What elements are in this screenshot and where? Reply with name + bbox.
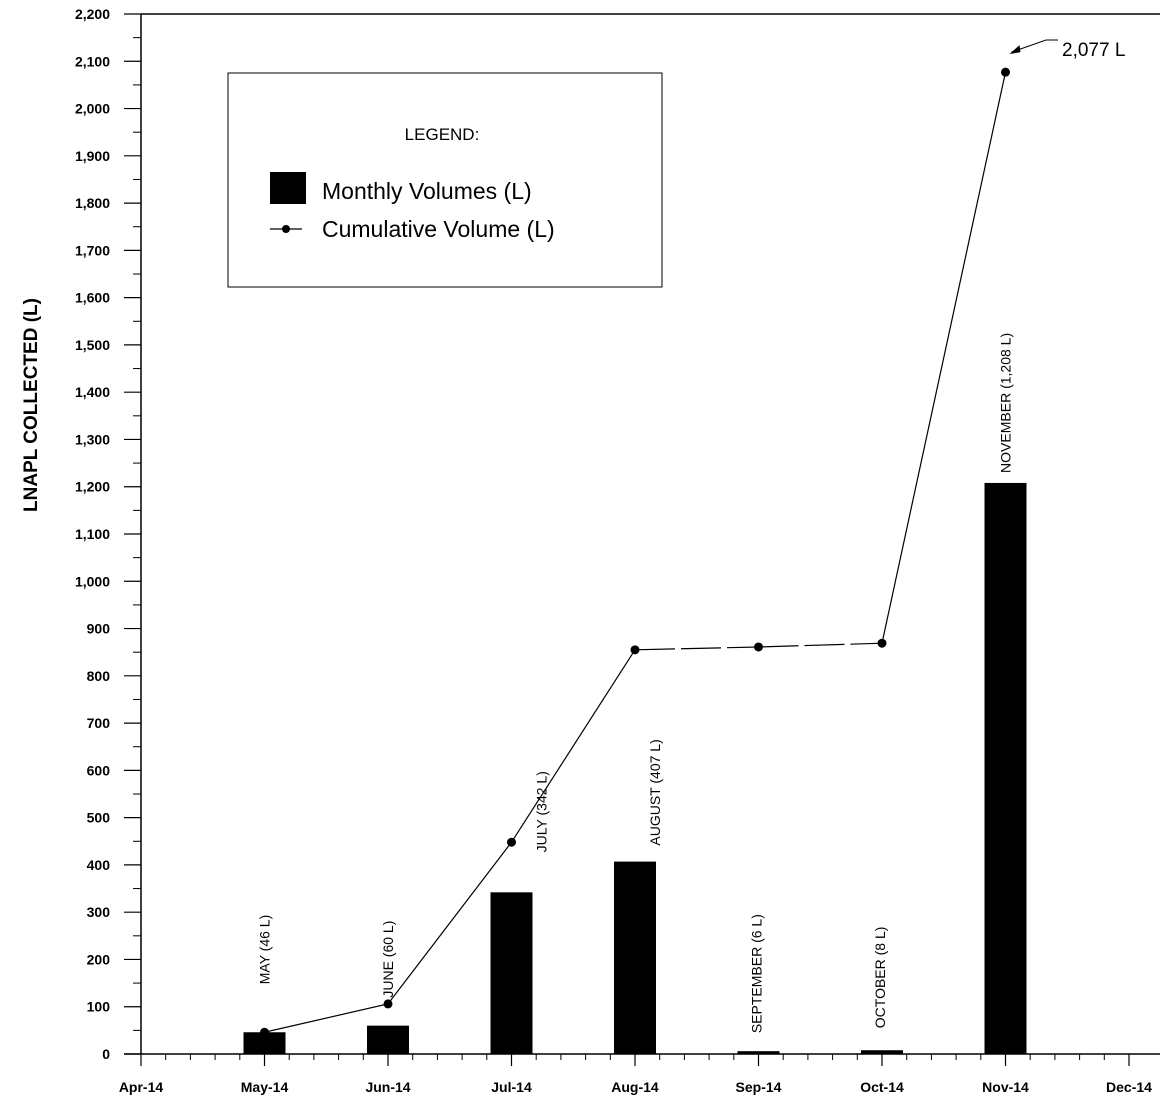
bar-label: MAY (46 L)	[257, 915, 273, 985]
y-tick-label: 1,000	[75, 573, 110, 589]
cumulative-point	[1001, 67, 1010, 77]
bar-sep-14	[737, 1051, 780, 1054]
bar-label: SEPTEMBER (6 L)	[749, 914, 765, 1033]
cumulative-point	[754, 642, 763, 652]
bar-oct-14	[861, 1050, 903, 1054]
cumulative-point	[260, 1027, 269, 1037]
y-tick-label: 900	[87, 621, 111, 637]
y-tick-label: 1,500	[75, 337, 110, 353]
y-tick-label: 1,400	[75, 384, 110, 400]
legend-bar-swatch	[270, 172, 306, 204]
legend-cumulative-volume: Cumulative Volume (L)	[322, 216, 555, 242]
cumulative-volume-line	[260, 67, 1010, 1037]
y-axis-ticks: 0 100 200 300 400 500 600 700 800 900 1,000 1,100 1,…	[75, 6, 141, 1062]
y-tick-label: 1,600	[75, 290, 110, 306]
x-tick-label: Jul-14	[491, 1079, 532, 1095]
bar-may-14	[243, 1032, 286, 1054]
x-tick-label: Sep-14	[736, 1079, 782, 1095]
cumulative-segment	[758, 642, 883, 648]
y-axis-label: LNAPL COLLECTED (L)	[21, 298, 42, 512]
legend-monthly-volumes: Monthly Volumes (L)	[322, 178, 532, 204]
x-tick-label: Apr-14	[119, 1079, 164, 1095]
cumulative-segment	[387, 841, 512, 1005]
bar-jul-14	[490, 892, 533, 1054]
bar-label: NOVEMBER (1,208 L)	[998, 333, 1014, 473]
x-tick-label: Dec-14	[1106, 1079, 1152, 1095]
cumulative-segment	[510, 649, 636, 843]
cumulative-point	[507, 837, 516, 847]
cumulative-segment	[881, 72, 1007, 644]
y-tick-label: 200	[87, 951, 111, 967]
cumulative-segment	[264, 1003, 389, 1033]
x-tick-label: Jun-14	[365, 1079, 410, 1095]
y-tick-label: 300	[87, 904, 111, 920]
y-tick-label: 1,700	[75, 242, 110, 258]
bar-label: OCTOBER (8 L)	[872, 927, 888, 1029]
x-axis-ticks: Apr-14 May-14 Jun-14 Jul-14 Aug-14 Sep-14 Oct-…	[119, 1054, 1152, 1095]
x-tick-label: May-14	[241, 1079, 289, 1095]
bar-jun-14	[367, 1025, 409, 1054]
y-tick-label: 700	[87, 715, 111, 731]
bar-label: AUGUST (407 L)	[647, 739, 663, 845]
annotation-arrowhead	[1009, 45, 1021, 55]
bar-label: JULY (342 L)	[534, 771, 550, 852]
y-tick-label: 400	[87, 857, 111, 873]
y-tick-label: 500	[87, 810, 111, 826]
bar-nov-14	[984, 482, 1027, 1055]
y-tick-label: 100	[87, 999, 111, 1015]
bar-aug-14	[614, 861, 656, 1054]
cumulative-point	[877, 638, 887, 648]
annotation-leader	[1011, 39, 1058, 53]
chart-axes	[124, 13, 1160, 1055]
y-tick-label: 1,100	[75, 526, 110, 542]
y-tick-label: 1,200	[75, 479, 110, 495]
y-tick-label: 2,100	[75, 53, 110, 69]
y-tick-label: 1,300	[75, 431, 110, 447]
y-tick-label: 1,800	[75, 195, 110, 211]
y-tick-label: 600	[87, 762, 111, 778]
monthly-volume-bars: MAY (46 L) JUNE (60 L) JULY (342 L) AUGUST …	[243, 333, 1027, 1055]
y-tick-label: 2,000	[75, 101, 110, 117]
bar-label: JUNE (60 L)	[380, 921, 396, 998]
cumulative-point	[383, 999, 393, 1009]
cumulative-segment	[634, 646, 759, 651]
cumulative-total-annotation: 2,077 L	[1009, 39, 1125, 61]
legend-line-marker	[282, 225, 290, 233]
y-tick-label: 1,900	[75, 148, 110, 164]
y-tick-label: 800	[87, 668, 111, 684]
cumulative-point	[630, 645, 640, 655]
legend-title: LEGEND:	[405, 125, 480, 144]
legend: LEGEND: Monthly Volumes (L) Cumulative V…	[227, 72, 663, 288]
x-tick-label: Oct-14	[860, 1079, 904, 1095]
x-tick-label: Nov-14	[982, 1079, 1029, 1095]
x-tick-label: Aug-14	[611, 1079, 659, 1095]
y-tick-label: 2,200	[75, 6, 110, 22]
y-tick-label: 0	[102, 1046, 110, 1062]
cumulative-total-label: 2,077 L	[1062, 40, 1125, 61]
